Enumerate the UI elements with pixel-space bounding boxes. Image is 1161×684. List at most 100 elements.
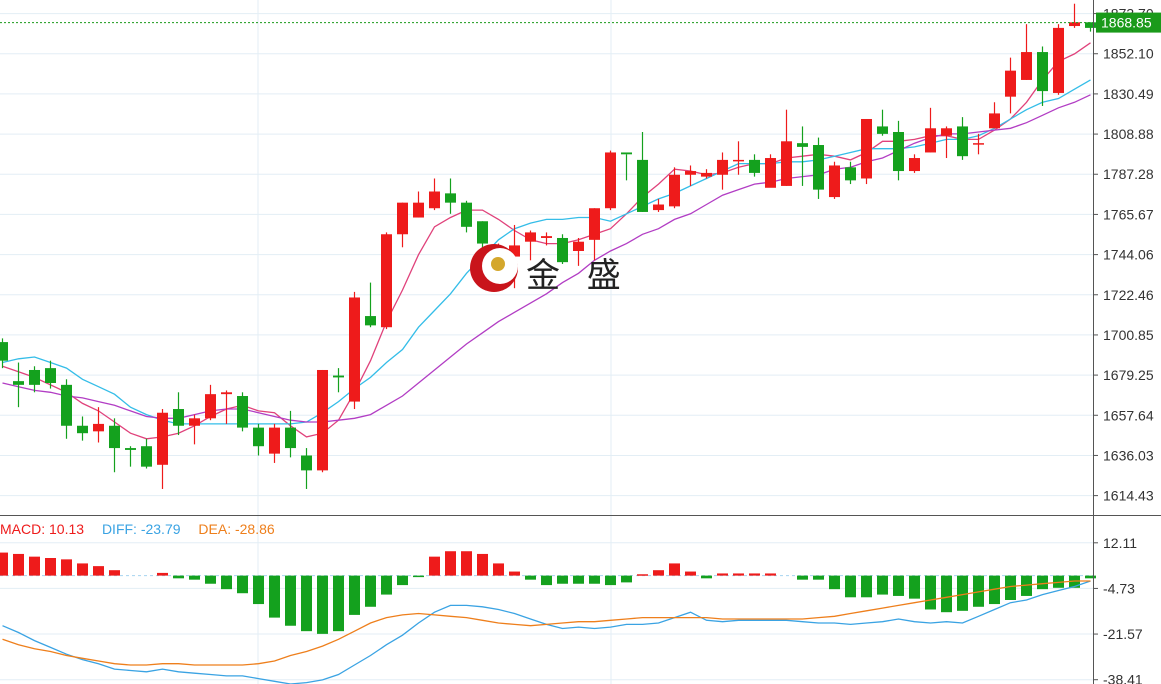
candle-down xyxy=(813,137,824,199)
candle-up xyxy=(205,384,216,421)
candle-down xyxy=(77,416,88,441)
candle-body xyxy=(1005,70,1016,97)
candle-up xyxy=(685,165,696,186)
candle-up xyxy=(189,414,200,445)
macd-bar-negative xyxy=(541,575,552,586)
candle-down xyxy=(637,132,648,212)
candle-up xyxy=(653,198,664,212)
candle-down xyxy=(877,109,888,136)
candle-body xyxy=(829,165,840,198)
macd-legend-diff: DIFF: -23.79 xyxy=(101,521,181,537)
macd-bar-negative xyxy=(349,575,360,615)
candle-up xyxy=(589,208,600,261)
candle-body xyxy=(861,118,872,179)
macd-bar-positive xyxy=(45,558,56,576)
candle-body xyxy=(269,427,280,454)
macd-legend: MACD: 10.13 DIFF: -23.79 DEA: -28.86 xyxy=(0,521,289,537)
macd-bar-positive xyxy=(637,574,648,576)
macd-bar-negative xyxy=(525,575,536,580)
candle-up xyxy=(525,230,536,261)
candle-body xyxy=(685,171,696,175)
candle-up xyxy=(717,152,728,190)
candle-down xyxy=(141,438,152,469)
macd-bar-positive xyxy=(669,563,680,576)
candle-body xyxy=(77,425,88,434)
candle-down xyxy=(1037,46,1048,106)
candle-body xyxy=(637,159,648,212)
price-tick-label: 1765.67 xyxy=(1103,206,1154,222)
macd-bar-negative xyxy=(317,575,328,634)
macd-bar-negative xyxy=(813,575,824,580)
macd-bar-positive xyxy=(749,573,760,576)
candle-up xyxy=(93,407,104,443)
candle-body xyxy=(0,342,8,361)
candle-body xyxy=(957,126,968,157)
candle-up xyxy=(941,126,952,159)
macd-bar-negative xyxy=(557,575,568,584)
candle-body xyxy=(749,159,760,173)
candle-down xyxy=(1085,22,1096,32)
candle-up xyxy=(781,109,792,186)
candle-body xyxy=(1053,27,1064,93)
macd-bar-negative xyxy=(1037,575,1048,590)
candle-up xyxy=(733,141,744,175)
macd-bar-negative xyxy=(845,575,856,598)
macd-tick-label: -4.73 xyxy=(1103,580,1135,596)
price-tick-label: 1722.46 xyxy=(1103,287,1154,303)
macd-bar-negative xyxy=(413,575,424,578)
candle-down xyxy=(285,410,296,458)
macd-bar-negative xyxy=(589,575,600,584)
macd-bar-negative xyxy=(941,575,952,613)
candle-body xyxy=(157,412,168,465)
candle-body xyxy=(125,448,136,450)
candle-body xyxy=(333,375,344,378)
candle-body xyxy=(61,384,72,426)
candle-down xyxy=(749,154,760,177)
macd-bar-negative xyxy=(1021,575,1032,596)
macd-legend-macd: MACD: 10.13 xyxy=(0,521,85,537)
candle-up xyxy=(605,150,616,211)
price-tick-label: 1808.88 xyxy=(1103,126,1154,142)
macd-bar-negative xyxy=(829,575,840,590)
candle-up xyxy=(541,232,552,246)
macd-bar-negative xyxy=(333,575,344,632)
macd-bar-positive xyxy=(477,553,488,576)
candle-up xyxy=(701,169,712,179)
macd-bar-positive xyxy=(77,563,88,576)
macd-bar-negative xyxy=(173,575,184,579)
candle-body xyxy=(301,455,312,471)
candle-up xyxy=(989,102,1000,129)
macd-bar-positive xyxy=(445,551,456,576)
watermark-logo: 金 盛 xyxy=(468,242,621,296)
candle-down xyxy=(957,117,968,160)
candle-body xyxy=(893,132,904,172)
candle-down xyxy=(13,362,24,408)
price-tick-label: 1679.25 xyxy=(1103,367,1154,383)
candle-down xyxy=(109,418,120,473)
macd-bar-negative xyxy=(973,575,984,607)
candle-body xyxy=(381,234,392,328)
candle-up xyxy=(317,369,328,473)
candle-body xyxy=(621,152,632,155)
macd-bar-negative xyxy=(877,575,888,595)
price-tick-label: 1744.06 xyxy=(1103,247,1154,263)
dea-line xyxy=(2,580,1091,666)
candle-body xyxy=(205,394,216,419)
macd-bar-negative xyxy=(301,575,312,632)
price-tick-label: 1852.10 xyxy=(1103,46,1154,62)
candle-body xyxy=(797,143,808,147)
macd-bar-negative xyxy=(893,575,904,596)
macd-bar-positive xyxy=(109,570,120,576)
candle-body xyxy=(1037,52,1048,92)
candle-body xyxy=(1021,52,1032,80)
macd-bar-positive xyxy=(685,571,696,576)
candle-body xyxy=(109,425,120,449)
macd-bar-negative xyxy=(285,575,296,626)
candle-body xyxy=(445,193,456,203)
candle-up xyxy=(573,237,584,266)
macd-bar-negative xyxy=(1005,575,1016,600)
candle-body xyxy=(93,423,104,432)
candle-body xyxy=(413,202,424,218)
macd-bar-positive xyxy=(13,553,24,576)
candle-up xyxy=(1069,3,1080,28)
